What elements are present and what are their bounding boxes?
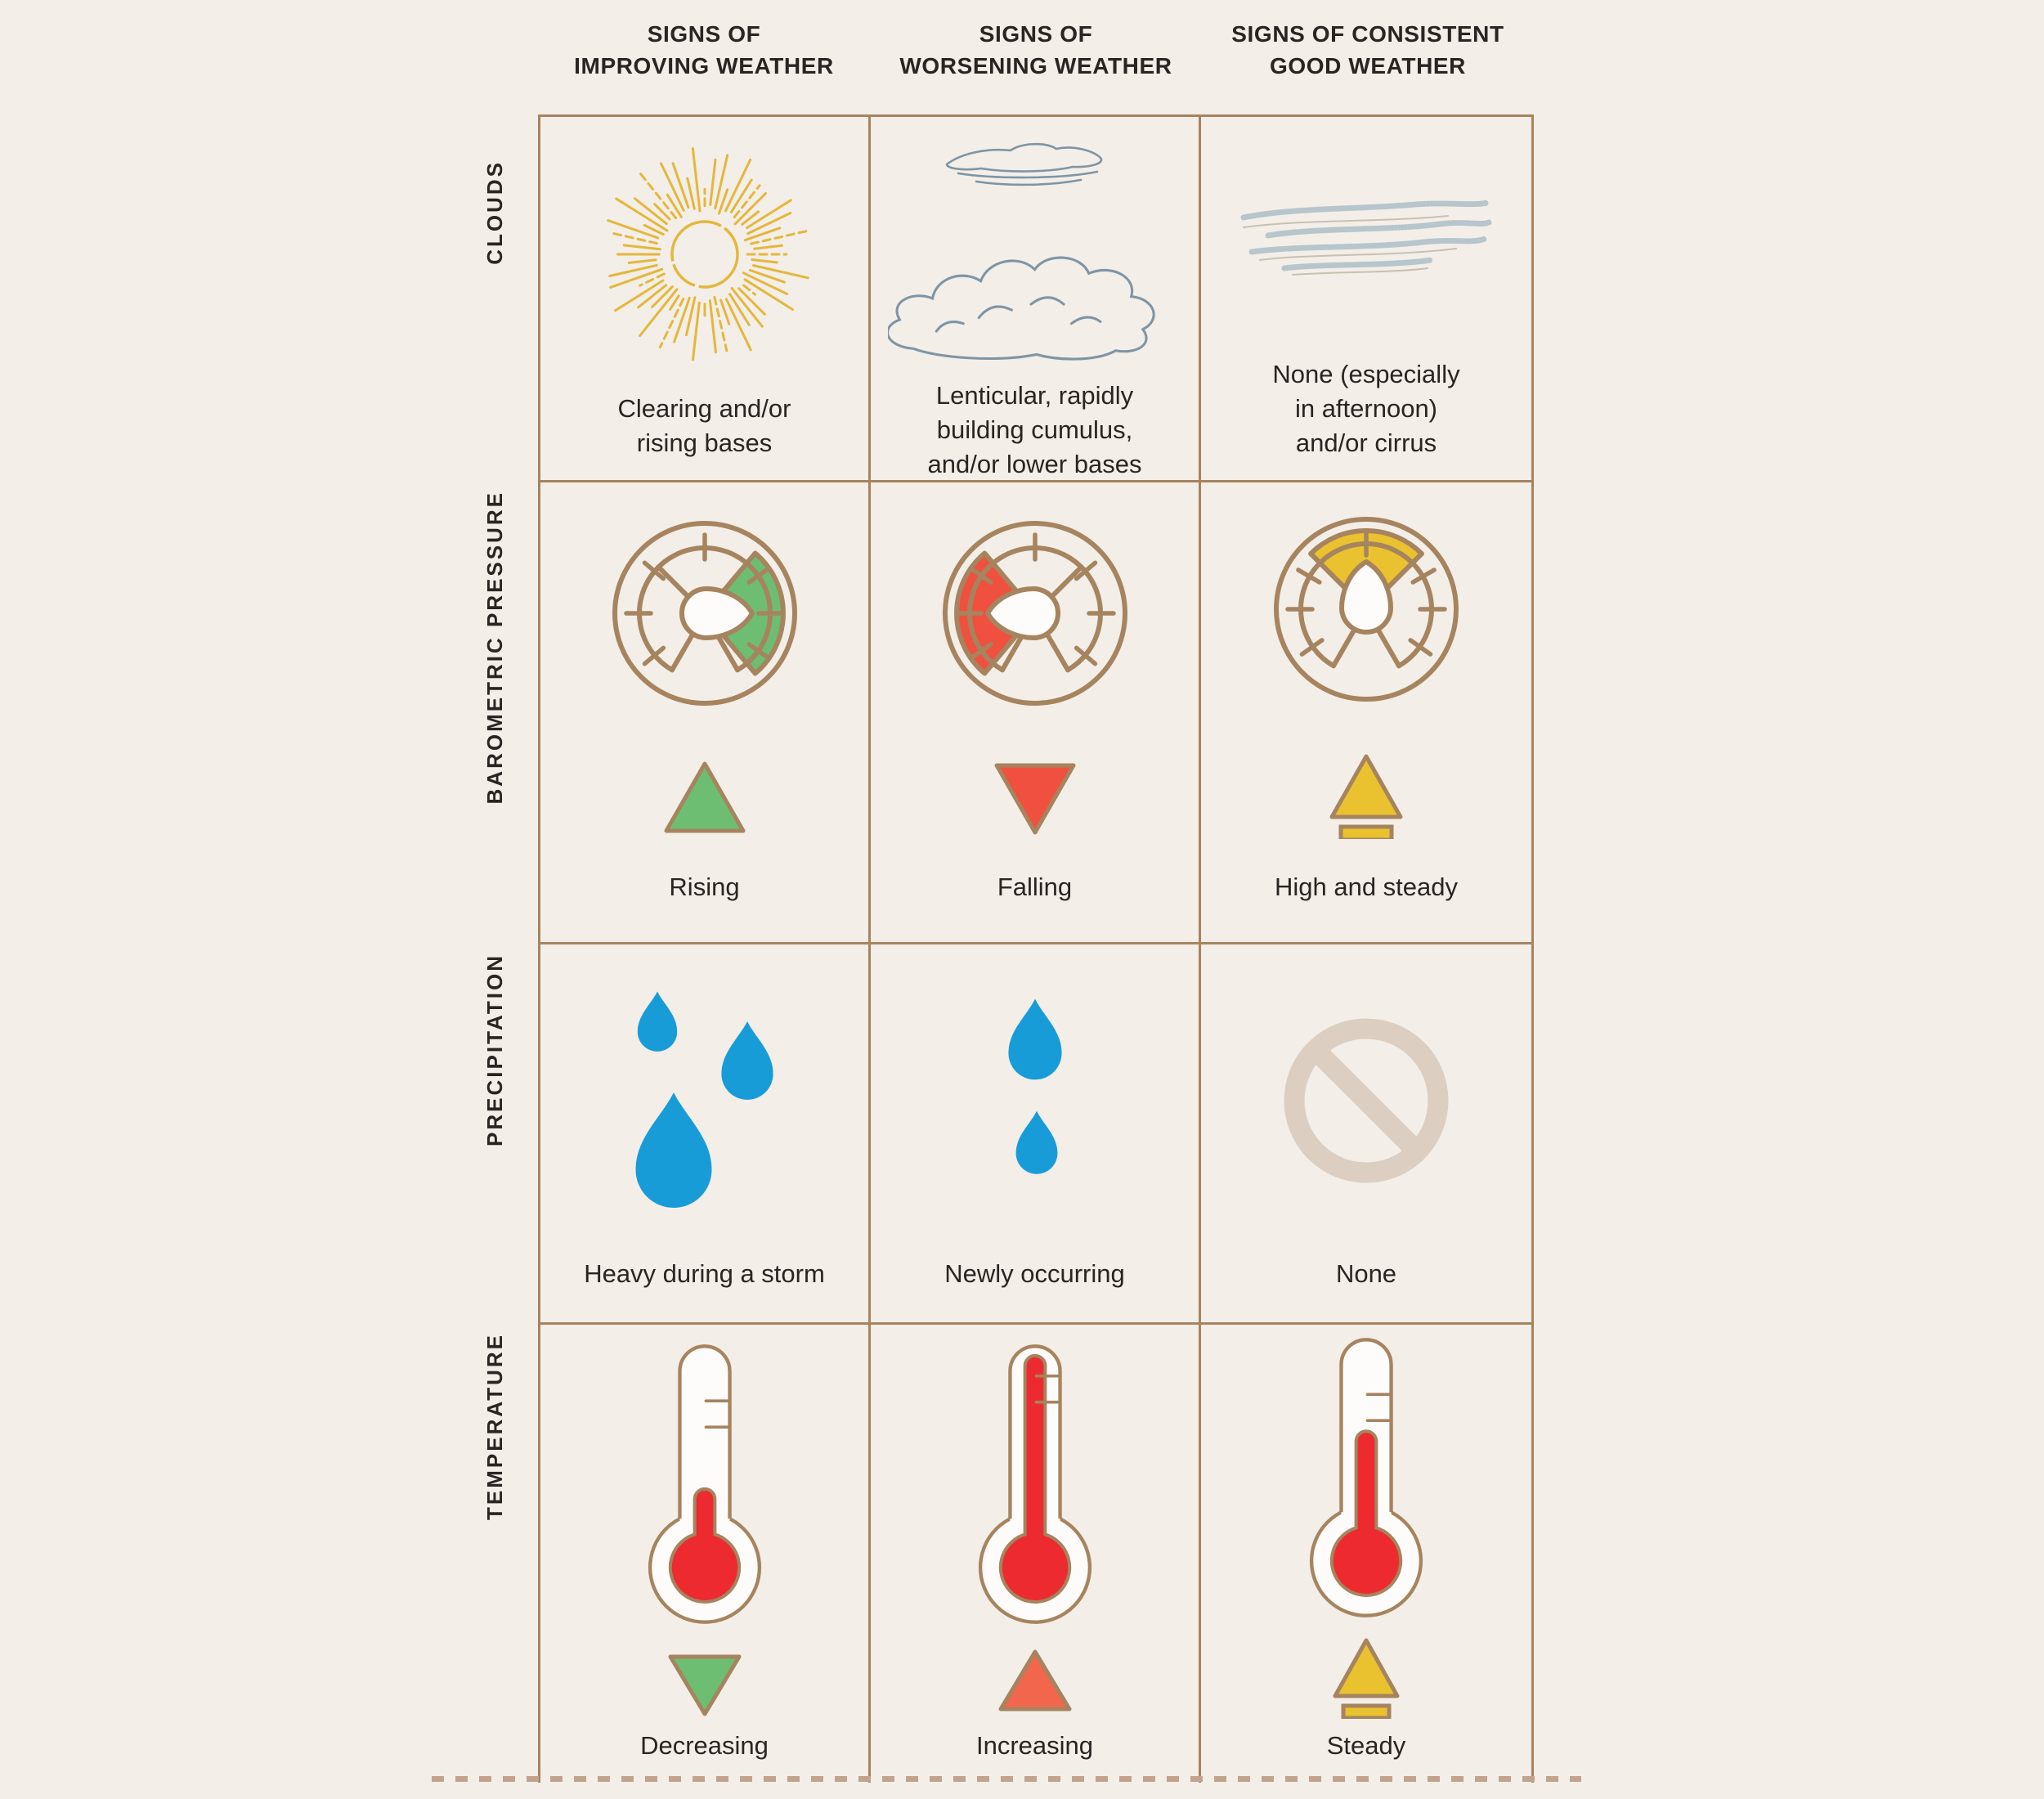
header-line: IMPROVING WEATHER — [574, 53, 834, 79]
row-label-temperature: TEMPERATURE — [482, 1333, 507, 1520]
cell-caption: Lenticular, rapidly building cumulus, an… — [927, 381, 1142, 478]
barometer-rising-icon — [612, 521, 797, 706]
cell-temperature-good: Steady — [1201, 1325, 1531, 1783]
gauge-needle-left — [984, 586, 1060, 640]
cell-caption: Rising — [669, 873, 740, 901]
mercury-low — [668, 1487, 741, 1604]
cell-caption: None — [1335, 1259, 1397, 1288]
weather-table: Clearing and/or rising bases — [538, 114, 1534, 1783]
row-label-barometric-pressure: BAROMETRIC PRESSURE — [482, 491, 507, 805]
triangle-up-over-bar-yellow-icon — [1333, 1638, 1400, 1719]
cell-caption: Decreasing — [640, 1731, 769, 1760]
cell-clouds-good: None (especially in afternoon) and/or ci… — [1201, 117, 1531, 482]
sun-icon — [606, 147, 809, 361]
row-label-clouds: CLOUDS — [482, 160, 507, 265]
cumulus-cloud-icon — [887, 256, 1155, 361]
cell-temperature-improving: Decreasing — [540, 1325, 871, 1783]
cell-caption: Newly occurring — [944, 1259, 1125, 1288]
no-symbol-icon — [1284, 1018, 1449, 1183]
cell-clouds-improving: Clearing and/or rising bases — [540, 117, 871, 482]
gauge-needle-right — [679, 586, 755, 640]
cell-caption: Falling — [997, 873, 1073, 901]
header-line: GOOD WEATHER — [1269, 53, 1466, 79]
cell-precipitation-worsening: Newly occurring — [871, 944, 1201, 1325]
header-line: WORSENING WEATHER — [899, 53, 1172, 79]
cell-caption: Increasing — [975, 1731, 1094, 1760]
cell-clouds-worsening: Lenticular, rapidly building cumulus, an… — [871, 117, 1201, 482]
triangle-up-orange-icon — [998, 1649, 1071, 1712]
barometer-high-steady-icon — [1274, 517, 1459, 702]
cirrus-clouds-icon — [1240, 200, 1492, 276]
cell-temperature-worsening: Increasing — [871, 1325, 1201, 1783]
thermometer-high-icon — [978, 1344, 1091, 1624]
cell-caption: High and steady — [1274, 873, 1459, 901]
cell-caption: None (especially in afternoon) and/or ci… — [1272, 360, 1460, 457]
mercury-medium — [1329, 1429, 1403, 1597]
gauge-needle-up — [1339, 559, 1393, 635]
row-label-precipitation: PRECIPITATION — [482, 953, 507, 1146]
thermometer-medium-icon — [1309, 1338, 1423, 1617]
cell-pressure-good: High and steady — [1201, 482, 1531, 944]
cell-pressure-improving: Rising — [540, 482, 871, 944]
three-raindrops-icon — [635, 991, 773, 1208]
triangle-up-green-icon — [664, 761, 745, 833]
lenticular-and-cumulus-clouds-icon — [887, 142, 1155, 361]
cell-precipitation-good: None — [1201, 944, 1531, 1325]
column-headers: SIGNS OF IMPROVING WEATHER SIGNS OF WORS… — [538, 18, 1534, 82]
header-line: SIGNS OF CONSISTENT — [1231, 21, 1504, 47]
header-improving-weather: SIGNS OF IMPROVING WEATHER — [538, 18, 870, 82]
thermometer-low-icon — [648, 1344, 761, 1624]
cell-caption: Steady — [1326, 1731, 1406, 1760]
cell-caption: Heavy during a storm — [584, 1259, 825, 1288]
mercury-high — [998, 1353, 1071, 1604]
header-worsening-weather: SIGNS OF WORSENING WEATHER — [870, 18, 1202, 82]
triangle-down-green-icon — [668, 1654, 741, 1716]
header-line: SIGNS OF — [647, 21, 761, 47]
header-line: SIGNS OF — [979, 21, 1093, 47]
dashed-divider — [432, 1776, 1581, 1782]
triangle-down-red-icon — [994, 763, 1075, 835]
cell-pressure-worsening: Falling — [871, 482, 1201, 944]
lenticular-cloud-icon — [945, 142, 1102, 186]
header-consistent-good-weather: SIGNS OF CONSISTENT GOOD WEATHER — [1202, 18, 1534, 82]
barometer-falling-icon — [942, 521, 1127, 706]
cell-precipitation-improving: Heavy during a storm — [540, 944, 871, 1325]
triangle-up-over-bar-yellow-icon — [1329, 754, 1403, 839]
two-raindrops-icon — [1007, 998, 1062, 1174]
cell-caption: Clearing and/or rising bases — [617, 394, 791, 457]
